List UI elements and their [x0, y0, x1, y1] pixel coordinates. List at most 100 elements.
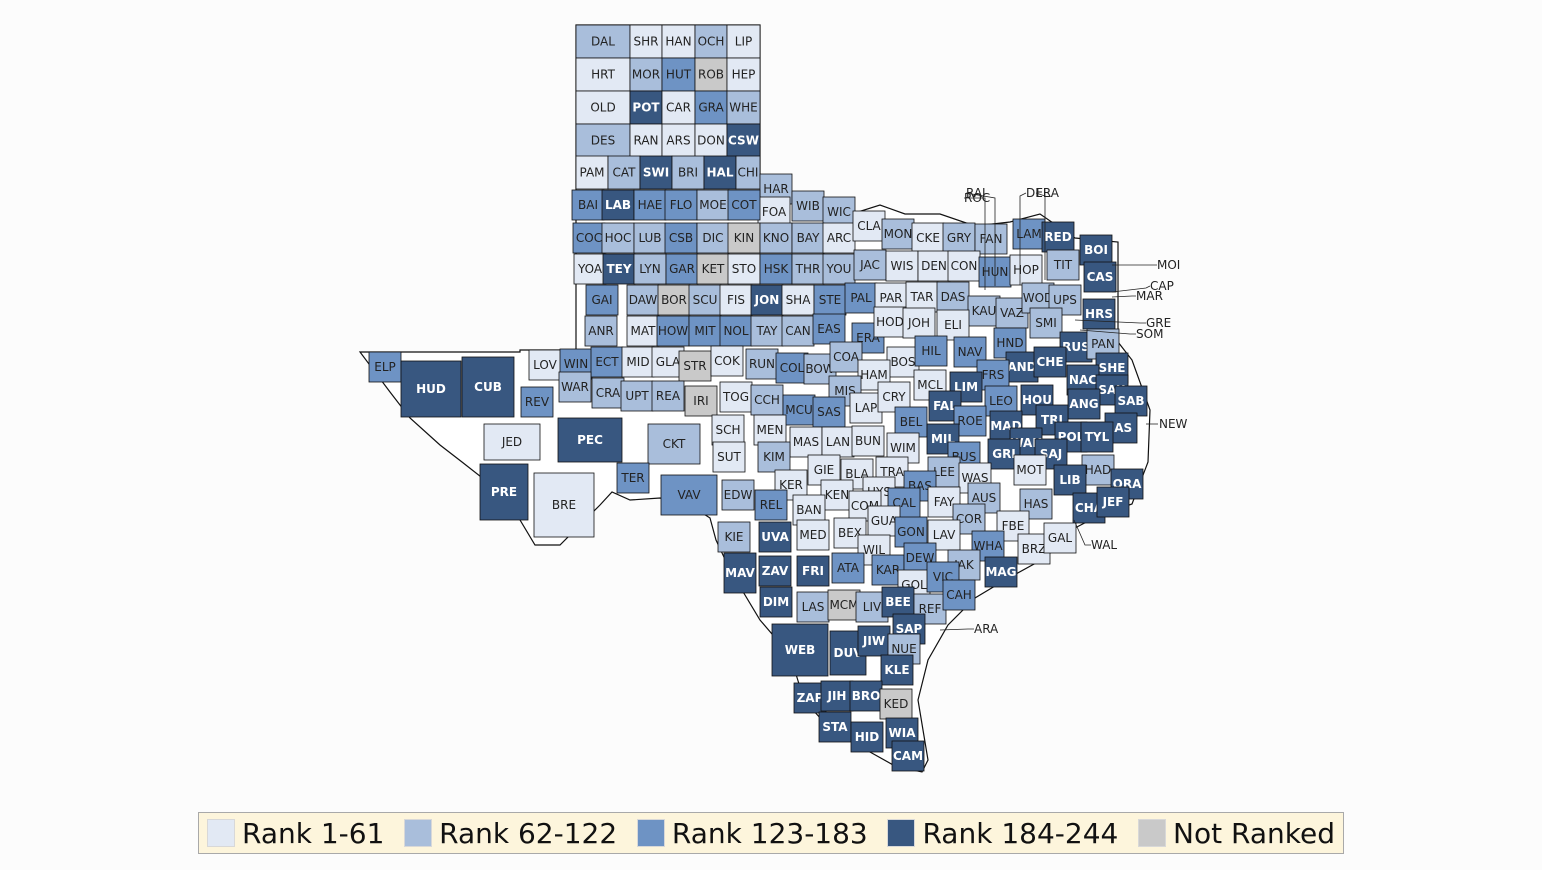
county-mor[interactable]: MOR: [629, 57, 663, 92]
county-jiw[interactable]: JIW: [857, 625, 891, 657]
county-kle[interactable]: KLE: [880, 654, 914, 686]
county-che[interactable]: CHE: [1033, 346, 1067, 378]
county-pot[interactable]: POT: [629, 90, 663, 125]
county-gon[interactable]: GON: [894, 516, 928, 548]
county-shr[interactable]: SHR: [629, 24, 663, 59]
county-str[interactable]: STR: [678, 350, 712, 382]
county-kau[interactable]: KAU: [967, 295, 1001, 327]
county-coa[interactable]: COA: [829, 341, 863, 373]
county-mot[interactable]: MOT: [1013, 454, 1047, 486]
county-das[interactable]: DAS: [936, 281, 970, 313]
county-hrt[interactable]: HRT: [575, 57, 631, 92]
county-dew[interactable]: DEW: [903, 542, 937, 574]
county-las[interactable]: LAS: [796, 591, 830, 623]
county-lyn[interactable]: LYN: [633, 253, 667, 285]
county-hop[interactable]: HOP: [1009, 254, 1043, 286]
county-ked[interactable]: KED: [879, 688, 913, 720]
county-lip[interactable]: LIP: [726, 24, 761, 59]
county-mcm[interactable]: MCM: [827, 589, 861, 621]
county-mcu[interactable]: MCU: [782, 394, 816, 426]
county-eli[interactable]: ELI: [936, 309, 970, 341]
county-sch[interactable]: SCH: [711, 414, 745, 446]
county-upt[interactable]: UPT: [620, 380, 654, 412]
county-hal[interactable]: HAL: [703, 155, 737, 190]
county-whe[interactable]: WHE: [726, 90, 761, 125]
county-ars[interactable]: ARS: [661, 123, 696, 158]
county-ket[interactable]: KET: [696, 253, 730, 285]
county-run[interactable]: RUN: [745, 348, 779, 380]
county-sta[interactable]: STA: [818, 711, 852, 743]
county-tar[interactable]: TAR: [905, 281, 939, 313]
county-gri[interactable]: GRI: [987, 438, 1021, 470]
county-pre[interactable]: PRE: [479, 463, 529, 521]
county-dic[interactable]: DIC: [696, 222, 730, 254]
county-bee[interactable]: BEE: [881, 586, 915, 618]
county-tit[interactable]: TIT: [1046, 249, 1080, 281]
county-pec[interactable]: PEC: [557, 417, 623, 463]
county-fri[interactable]: FRI: [796, 555, 830, 587]
county-lap[interactable]: LAP: [849, 392, 883, 424]
county-lan[interactable]: LAN: [821, 426, 855, 458]
county-you[interactable]: YOU: [822, 253, 856, 285]
county-mag[interactable]: MAG: [984, 556, 1018, 588]
county-bai[interactable]: BAI: [571, 189, 605, 221]
county-cam[interactable]: CAM: [891, 740, 925, 772]
county-sab[interactable]: SAB: [1114, 385, 1148, 417]
county-fay[interactable]: FAY: [927, 486, 961, 518]
county-cas[interactable]: CAS: [1083, 261, 1117, 293]
county-lab[interactable]: LAB: [601, 189, 635, 221]
county-foa[interactable]: FOA: [757, 196, 791, 228]
county-scu[interactable]: SCU: [688, 284, 722, 316]
county-gar[interactable]: GAR: [665, 253, 699, 285]
county-tyl[interactable]: TYL: [1080, 421, 1114, 453]
county-ter[interactable]: TER: [616, 462, 650, 494]
county-jon[interactable]: JON: [750, 284, 784, 316]
county-cra[interactable]: CRA: [591, 377, 625, 409]
county-kin[interactable]: KIN: [727, 222, 761, 254]
county-mid[interactable]: MID: [621, 346, 655, 378]
county-bex[interactable]: BEX: [833, 517, 867, 549]
county-yoa[interactable]: YOA: [573, 253, 607, 285]
county-mon[interactable]: MON: [881, 218, 915, 250]
county-hud[interactable]: HUD: [400, 360, 462, 418]
county-cla[interactable]: CLA: [852, 210, 886, 242]
county-boi[interactable]: BOI: [1079, 234, 1113, 266]
county-thr[interactable]: THR: [791, 253, 825, 285]
county-ckt[interactable]: CKT: [647, 423, 701, 465]
county-gra[interactable]: GRA: [694, 90, 728, 125]
county-mat[interactable]: MAT: [626, 315, 660, 347]
county-cok[interactable]: COK: [710, 345, 744, 377]
county-rel[interactable]: REL: [754, 489, 788, 521]
county-car[interactable]: CAR: [661, 90, 696, 125]
county-tog[interactable]: TOG: [719, 381, 753, 413]
county-anr[interactable]: ANR: [584, 315, 618, 347]
county-jac[interactable]: JAC: [853, 249, 887, 281]
county-arc[interactable]: ARC: [822, 222, 856, 254]
county-coc[interactable]: COC: [572, 222, 606, 254]
county-had[interactable]: HAD: [1081, 454, 1115, 486]
county-dal[interactable]: DAL: [575, 24, 631, 59]
county-hae[interactable]: HAE: [633, 189, 667, 221]
county-sut[interactable]: SUT: [712, 441, 746, 473]
county-mit[interactable]: MIT: [688, 315, 722, 347]
county-nol[interactable]: NOL: [719, 315, 753, 347]
county-des[interactable]: DES: [575, 123, 631, 158]
county-och[interactable]: OCH: [694, 24, 728, 59]
county-uva[interactable]: UVA: [758, 521, 792, 553]
county-hep[interactable]: HEP: [726, 57, 761, 92]
county-chi[interactable]: CHI: [735, 155, 761, 190]
county-cub[interactable]: CUB: [461, 356, 515, 418]
county-gal[interactable]: GAL: [1043, 522, 1077, 554]
county-tay[interactable]: TAY: [750, 315, 784, 347]
county-fan[interactable]: FAN: [974, 223, 1008, 255]
county-joh[interactable]: JOH: [902, 307, 936, 339]
county-csb[interactable]: CSB: [664, 222, 698, 254]
county-lib[interactable]: LIB: [1053, 464, 1087, 496]
county-lam[interactable]: LAM: [1012, 218, 1046, 250]
county-bun[interactable]: BUN: [851, 425, 885, 457]
county-hoc[interactable]: HOC: [601, 222, 635, 254]
county-web[interactable]: WEB: [771, 623, 829, 677]
county-jef[interactable]: JEF: [1096, 486, 1130, 518]
county-dim[interactable]: DIM: [759, 586, 793, 618]
county-edw[interactable]: EDW: [721, 479, 755, 511]
